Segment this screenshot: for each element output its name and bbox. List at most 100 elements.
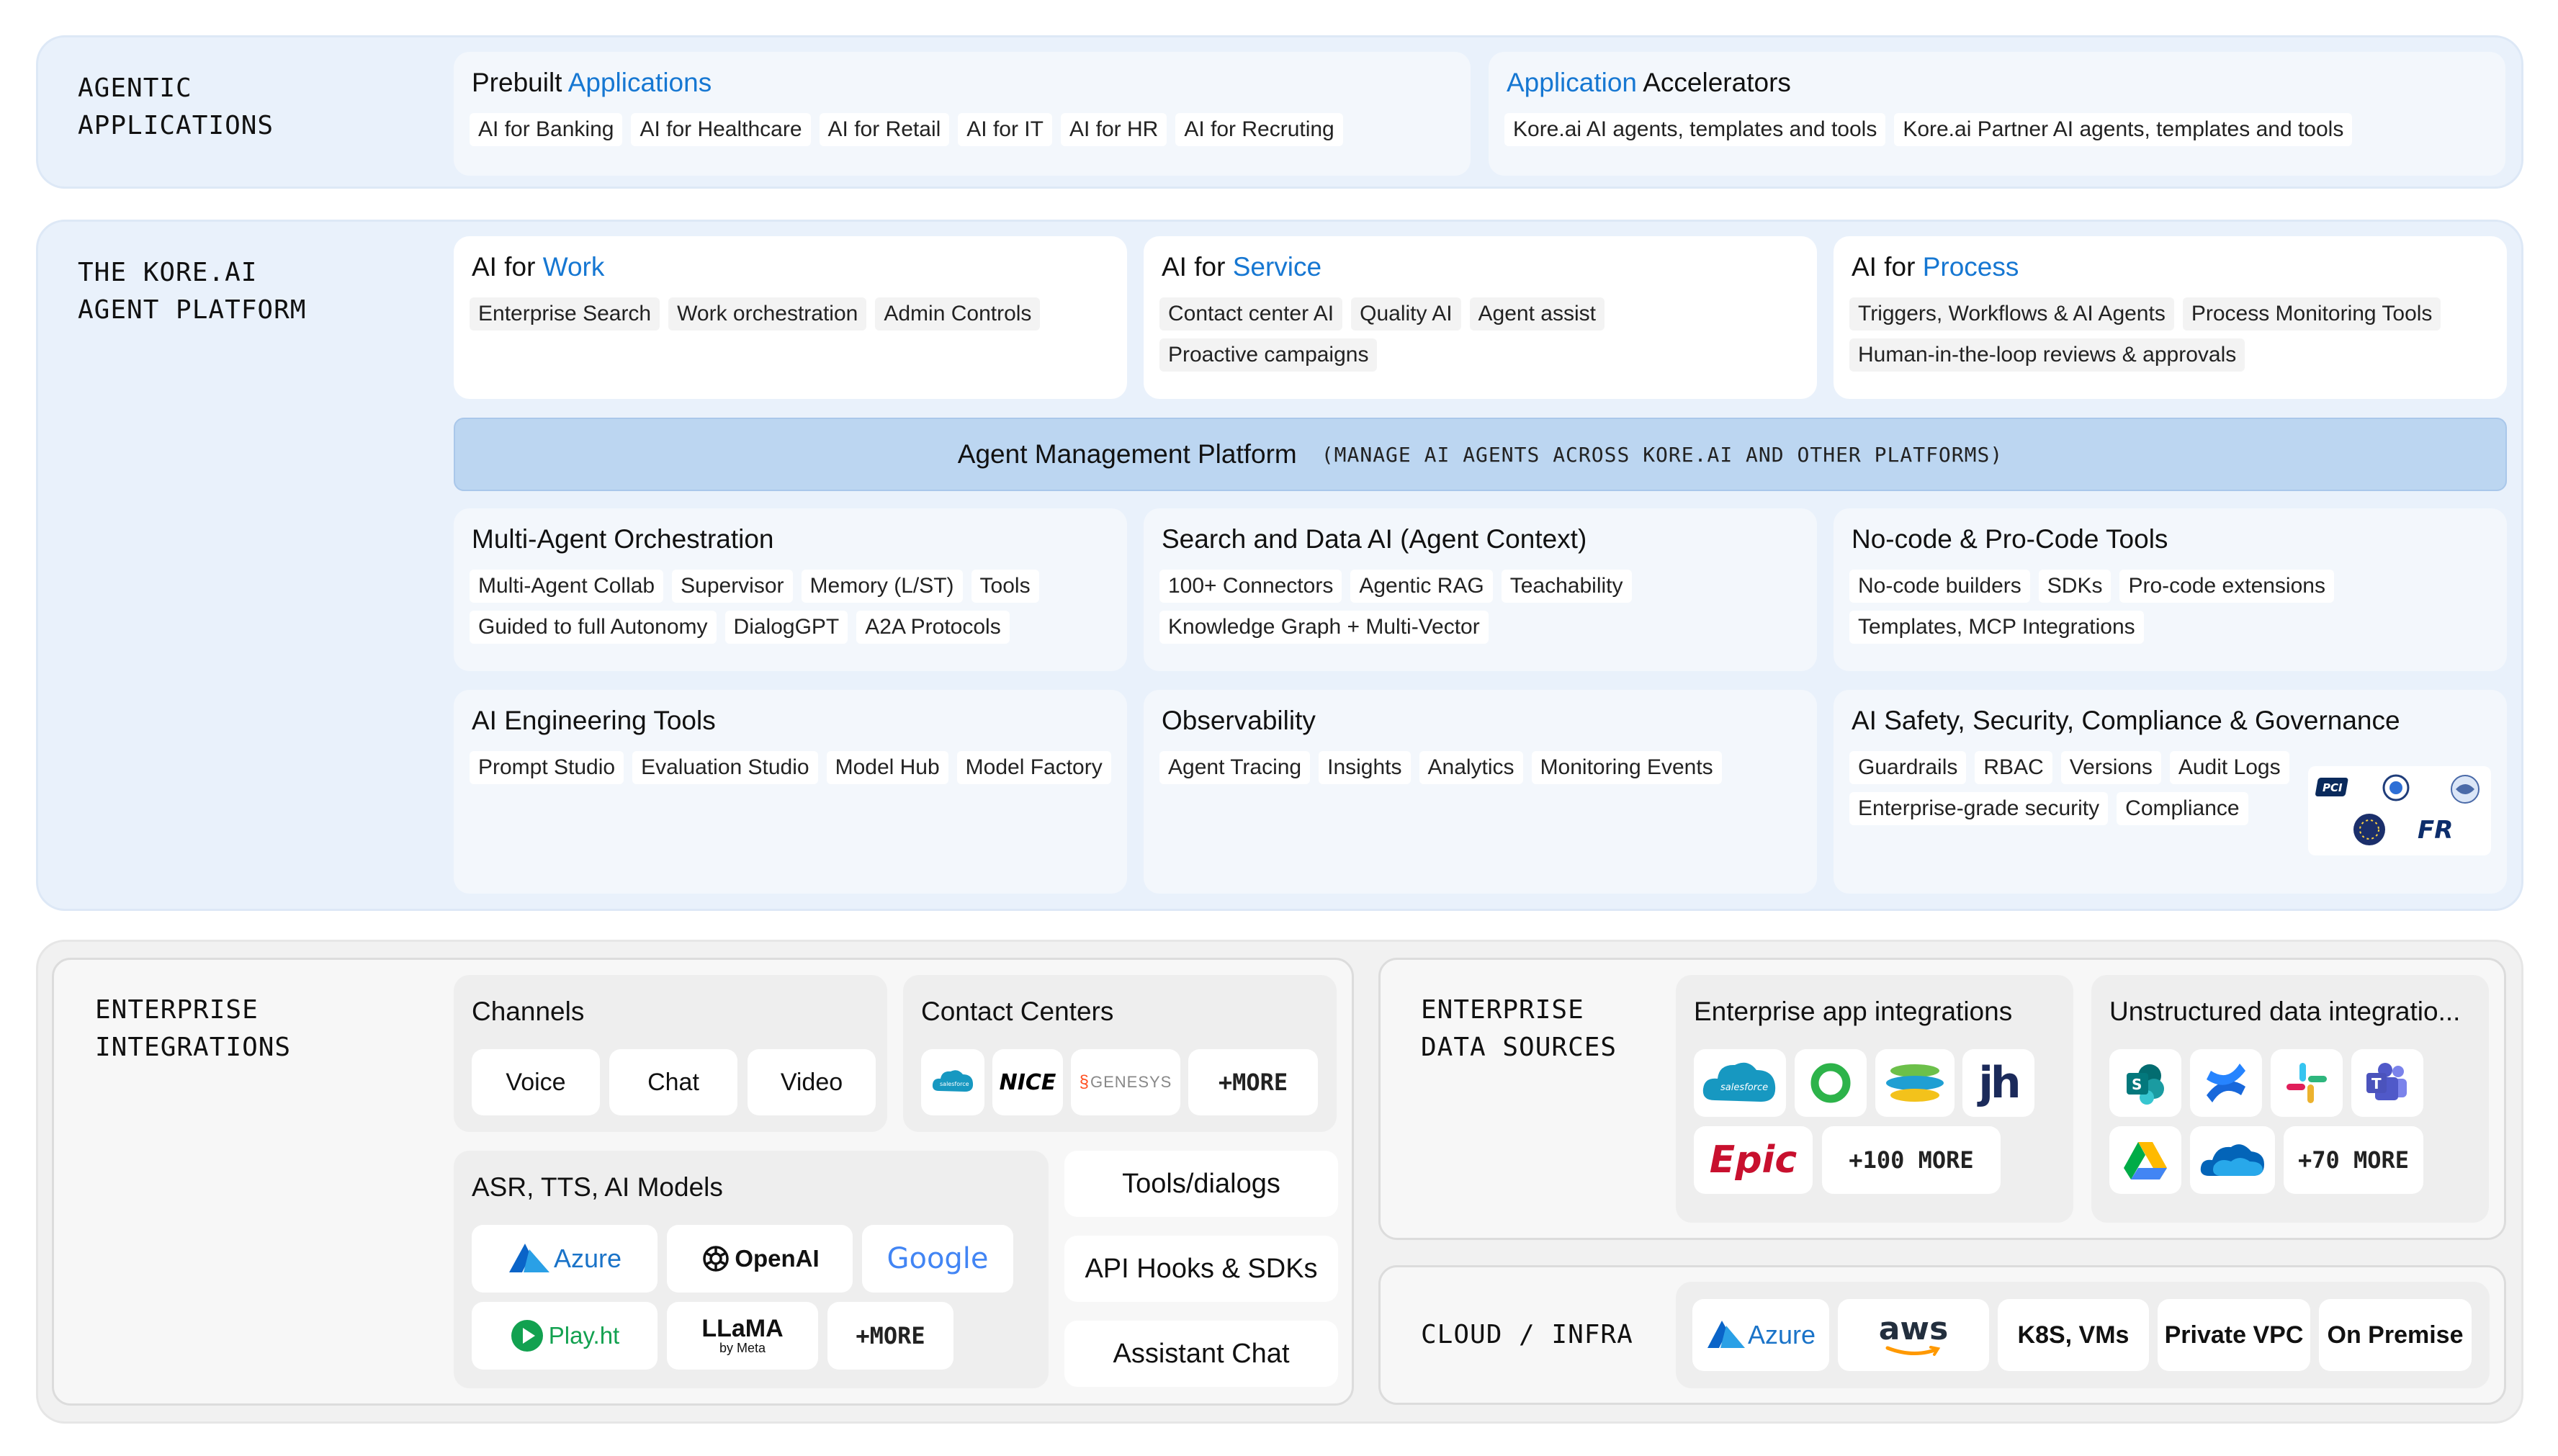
jh-logo: jh [1978, 1058, 2021, 1108]
contact-centers-more-tile[interactable]: +MORE [1188, 1049, 1318, 1115]
svg-text:T: T [2371, 1075, 2382, 1092]
chip: Admin Controls [875, 297, 1041, 331]
azure-logo-tile: Azure [472, 1225, 658, 1293]
epic-logo: Epic [1709, 1138, 1798, 1182]
tools-dialogs-button[interactable]: Tools/dialogs [1064, 1151, 1338, 1217]
chip: Enterprise Search [470, 297, 660, 331]
chip: DialogGPT [724, 611, 848, 644]
enterprise-app-integrations-panel: Enterprise app integrations salesforce j… [1676, 975, 2073, 1223]
chip: 100+ Connectors [1159, 570, 1342, 603]
sharepoint-icon: S [2127, 1064, 2164, 1105]
google-logo-tile: Google [862, 1225, 1013, 1293]
chip: Model Factory [956, 751, 1111, 784]
agentic-applications-label: AGENTIC APPLICATIONS [78, 73, 274, 140]
chip-list: Triggers, Workflows & AI Agents Process … [1849, 297, 2492, 372]
chip: A2A Protocols [856, 611, 1010, 644]
genesys-logo-tile: § GENESYS [1071, 1049, 1180, 1115]
chip: Kore.ai AI agents, templates and tools [1504, 113, 1886, 146]
chip: Agent Tracing [1159, 751, 1311, 784]
models-more-tile[interactable]: +MORE [827, 1302, 953, 1370]
card-title: AI for Process [1852, 252, 2019, 282]
chip: No-code builders [1849, 570, 2030, 603]
chip: Agentic RAG [1350, 570, 1493, 603]
ai-for-work-card: AI for Work Enterprise Search Work orche… [454, 236, 1127, 399]
observability-card: Observability Agent Tracing Insights Ana… [1144, 690, 1817, 894]
unstructured-more-tile[interactable]: +70 MORE [2284, 1126, 2423, 1194]
openai-icon [703, 1246, 730, 1272]
chip: AI for HR [1060, 113, 1167, 146]
playht-logo-tile: Play.ht [472, 1302, 658, 1370]
chip-list: Prompt Studio Evaluation Studio Model Hu… [470, 751, 1113, 784]
chip-list: Enterprise Search Work orchestration Adm… [470, 297, 1113, 331]
chip: Knowledge Graph + Multi-Vector [1159, 611, 1489, 644]
panel-title: Contact Centers [921, 997, 1114, 1026]
google-drive-icon [2124, 1142, 2167, 1179]
azure-cloud-label: Azure [1747, 1320, 1816, 1349]
stripes-app-tile [1875, 1049, 1955, 1117]
agent-platform-label: THE KORE.AI AGENT PLATFORM [78, 258, 307, 325]
apps-more-tile[interactable]: +100 MORE [1822, 1126, 2001, 1194]
chip: Triggers, Workflows & AI Agents [1849, 297, 2174, 331]
teams-icon: T [2366, 1063, 2407, 1100]
card-title: AI Safety, Security, Compliance & Govern… [1852, 706, 2400, 735]
unstructured-data-panel: Unstructured data integratio... S T +70 … [2091, 975, 2489, 1223]
chip: Analytics [1419, 751, 1523, 784]
nice-logo-tile: NICE [992, 1049, 1063, 1115]
video-tile[interactable]: Video [748, 1049, 876, 1115]
chip: AI for Healthcare [631, 113, 811, 146]
chip: Teachability [1501, 570, 1632, 603]
chip: Agent assist [1469, 297, 1605, 331]
chip-list: Agent Tracing Insights Analytics Monitor… [1159, 751, 1803, 784]
panel-title: Unstructured data integratio... [2109, 997, 2461, 1026]
llama-label: LLaMA [701, 1315, 784, 1342]
enterprise-data-sources-label: ENTERPRISE DATA SOURCES [1421, 995, 1617, 1062]
chip: Monitoring Events [1531, 751, 1722, 784]
azure-cloud-tile[interactable]: Azure [1692, 1299, 1829, 1371]
nice-logo: NICE [999, 1069, 1056, 1095]
chip: Compliance [2117, 792, 2248, 825]
chip-list: No-code builders SDKs Pro-code extension… [1849, 570, 2492, 644]
openai-label: OpenAI [735, 1245, 820, 1272]
aws-label: aws [1878, 1311, 1949, 1347]
onedrive-tile [2190, 1126, 2275, 1194]
aws-cloud-tile[interactable]: aws [1838, 1299, 1989, 1371]
chip: Proactive campaigns [1159, 338, 1378, 372]
asr-tts-ai-models-panel: ASR, TTS, AI Models Azure OpenAI Google … [454, 1151, 1049, 1388]
panel-title: Channels [472, 997, 585, 1026]
chip: AI for Banking [470, 113, 623, 146]
chip: AI for IT [958, 113, 1052, 146]
confluence-icon [2207, 1064, 2245, 1102]
teams-tile: T [2351, 1049, 2423, 1117]
onedrive-icon [2200, 1144, 2264, 1176]
cloud-infra-label: CLOUD / INFRA [1421, 1320, 1633, 1349]
chip: Work orchestration [668, 297, 867, 331]
assistant-chat-button[interactable]: Assistant Chat [1064, 1321, 1338, 1387]
chip: Versions [2060, 751, 2161, 784]
application-accelerators-card: Application Accelerators Kore.ai AI agen… [1489, 52, 2505, 176]
chip: Process Monitoring Tools [2182, 297, 2441, 331]
chip: Evaluation Studio [632, 751, 818, 784]
api-hooks-sdks-button[interactable]: API Hooks & SDKs [1064, 1236, 1338, 1302]
chip-list: Guardrails RBAC Versions Audit Logs Ente… [1849, 751, 2312, 825]
chip: Tools [971, 570, 1039, 603]
google-drive-tile [2109, 1126, 2181, 1194]
chat-tile[interactable]: Chat [609, 1049, 737, 1115]
green-ring-app-tile [1795, 1049, 1867, 1117]
ai-safety-governance-card: AI Safety, Security, Compliance & Govern… [1834, 690, 2507, 894]
playht-icon [511, 1320, 543, 1352]
ai-for-service-card: AI for Service Contact center AI Quality… [1144, 236, 1817, 399]
card-title: AI for Work [472, 252, 605, 282]
voice-tile[interactable]: Voice [472, 1049, 600, 1115]
on-premise-tile[interactable]: On Premise [2319, 1299, 2472, 1371]
k8s-vms-tile[interactable]: K8S, VMs [1998, 1299, 2149, 1371]
prebuilt-applications-card: Prebuilt Applications AI for Banking AI … [454, 52, 1471, 176]
private-vpc-tile[interactable]: Private VPC [2158, 1299, 2310, 1371]
aws-smile-icon [1885, 1346, 1941, 1356]
card-title: Observability [1162, 706, 1316, 735]
card-title: Application Accelerators [1507, 68, 1791, 97]
chip-list: 100+ Connectors Agentic RAG Teachability… [1159, 570, 1803, 644]
chip: AI for Recruting [1175, 113, 1343, 146]
agent-management-platform-bar[interactable]: Agent Management Platform (MANAGE AI AGE… [454, 418, 2507, 491]
card-title: AI for Service [1162, 252, 1322, 282]
chip: Kore.ai Partner AI agents, templates and… [1894, 113, 2353, 146]
